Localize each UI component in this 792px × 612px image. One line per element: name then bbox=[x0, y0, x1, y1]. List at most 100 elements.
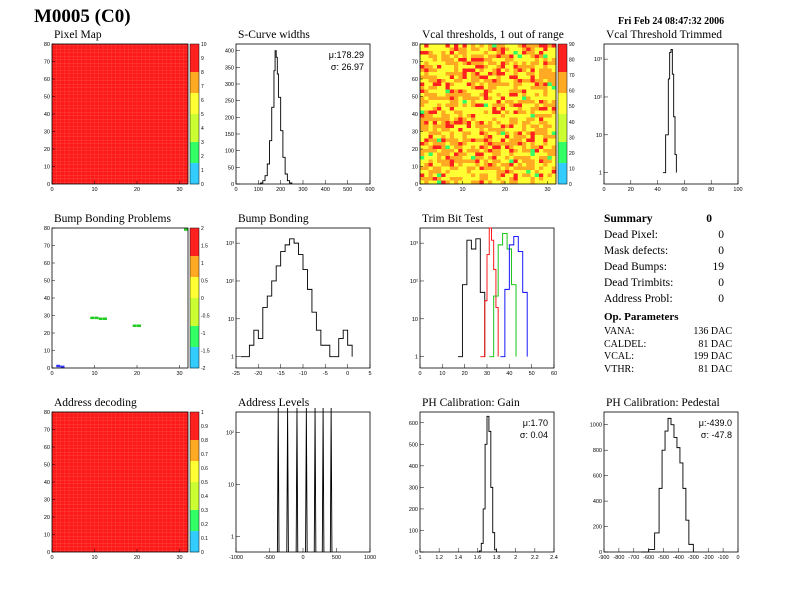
heatmap-cell bbox=[458, 110, 463, 115]
heatmap-cell bbox=[424, 65, 429, 69]
heatmap-cell bbox=[441, 180, 446, 185]
y-tick-label: 200 bbox=[593, 525, 602, 531]
colorbar-segment bbox=[558, 44, 567, 52]
heatmap-cell bbox=[458, 121, 463, 125]
heatmap-cell bbox=[534, 44, 540, 48]
heatmap-cell bbox=[424, 100, 429, 104]
y-tick-label: 50 bbox=[44, 95, 50, 101]
y-tick-label: 20 bbox=[44, 331, 50, 337]
heatmap-cell bbox=[479, 54, 485, 59]
heatmap-cell bbox=[509, 166, 514, 171]
heatmap-cell bbox=[505, 121, 510, 125]
address-peak bbox=[295, 407, 299, 553]
heatmap-cell bbox=[479, 131, 485, 136]
heatmap-cell bbox=[458, 68, 463, 73]
heatmap-cell bbox=[526, 110, 531, 115]
heatmap-cell bbox=[496, 75, 502, 80]
colorbar-segment bbox=[190, 79, 199, 87]
heatmap-cell bbox=[547, 61, 553, 66]
op-param-value: 199 DAC bbox=[693, 351, 732, 362]
heatmap-cell bbox=[432, 110, 438, 115]
heatmap-cell bbox=[500, 117, 506, 122]
x-tick-label: 30 bbox=[484, 371, 490, 377]
heatmap-cell bbox=[449, 142, 455, 146]
heatmap-cell bbox=[488, 135, 493, 139]
heatmap-cell bbox=[428, 117, 434, 122]
heatmap-cell bbox=[534, 65, 540, 69]
heatmap-cell bbox=[458, 107, 463, 111]
heatmap-cell bbox=[449, 114, 455, 118]
heatmap-cell bbox=[488, 103, 493, 108]
heatmap-cell bbox=[534, 110, 540, 115]
heatmap-cell bbox=[543, 72, 548, 76]
plot-frame bbox=[603, 43, 739, 185]
heatmap-cell bbox=[479, 180, 485, 185]
heatmap-cell bbox=[449, 156, 455, 160]
y-tick-label: 10² bbox=[226, 431, 234, 437]
heatmap-cell bbox=[509, 110, 514, 115]
heatmap-cell bbox=[505, 163, 510, 167]
heatmap-cell bbox=[458, 100, 463, 104]
heatmap-cell bbox=[526, 145, 531, 150]
address-peak bbox=[286, 407, 289, 553]
x-tick-label: -600 bbox=[643, 555, 654, 561]
colorbar-tick-label: -1.5 bbox=[201, 349, 210, 355]
heatmap-cell bbox=[522, 89, 527, 94]
colorbar-segment bbox=[558, 121, 567, 129]
heatmap-cell bbox=[526, 72, 531, 76]
heatmap-cell bbox=[475, 68, 480, 73]
op-param-row: CALDEL: 81 DAC bbox=[604, 339, 744, 352]
heatmap-bg bbox=[52, 228, 188, 368]
heatmap-cell bbox=[428, 65, 434, 69]
heatmap-cell bbox=[458, 117, 463, 122]
heatmap-cell bbox=[534, 82, 540, 87]
heatmap-cell bbox=[522, 131, 527, 136]
heatmap-cell bbox=[509, 156, 514, 160]
op-param-label: VTHR: bbox=[604, 363, 634, 375]
heatmap-cell bbox=[517, 103, 523, 108]
heatmap-cell bbox=[449, 79, 455, 83]
heatmap-cell bbox=[492, 68, 497, 73]
heatmap-cell bbox=[424, 68, 429, 73]
heatmap-cell bbox=[428, 138, 434, 143]
heatmap-cell bbox=[492, 170, 497, 174]
heatmap-cell bbox=[441, 82, 446, 87]
heatmap-cell bbox=[496, 65, 502, 69]
heatmap-cell bbox=[428, 82, 434, 87]
heatmap-cell bbox=[424, 51, 429, 55]
summary-value: 19 bbox=[712, 261, 725, 273]
heatmap-cell bbox=[543, 142, 548, 146]
heatmap-cell bbox=[471, 152, 476, 157]
colorbar-segment bbox=[190, 319, 199, 327]
heatmap-cell bbox=[471, 159, 476, 164]
heatmap-cell bbox=[424, 152, 429, 157]
heatmap-cell bbox=[449, 124, 455, 129]
x-tick-label: 10 bbox=[91, 555, 97, 561]
colorbar-segment bbox=[190, 538, 199, 546]
heatmap-cell bbox=[475, 128, 480, 132]
heatmap-cell bbox=[522, 110, 527, 115]
heatmap-cell bbox=[471, 138, 476, 143]
heatmap-cell bbox=[522, 61, 527, 66]
heatmap-cell bbox=[466, 159, 472, 164]
heatmap-cell bbox=[526, 180, 531, 185]
x-tick-label: 20 bbox=[502, 187, 508, 193]
heatmap-cell bbox=[454, 138, 459, 143]
heatmap-cell bbox=[526, 82, 531, 87]
heatmap-cell bbox=[492, 180, 497, 185]
heatmap-cell bbox=[432, 82, 438, 87]
heatmap-cell bbox=[505, 114, 510, 118]
heatmap-cell bbox=[534, 163, 540, 167]
heatmap-cell bbox=[483, 177, 489, 181]
heatmap-cell bbox=[437, 89, 442, 94]
heatmap-cell bbox=[513, 131, 519, 136]
y-tick-label: 50 bbox=[412, 95, 418, 101]
heatmap-cell bbox=[458, 103, 463, 108]
heatmap-cell bbox=[505, 93, 510, 97]
heatmap-cell bbox=[428, 79, 434, 83]
heatmap-cell bbox=[534, 114, 540, 118]
op-params-title: Op. Parameters bbox=[604, 311, 679, 323]
heatmap-cell bbox=[513, 124, 519, 129]
heatmap-cell bbox=[534, 152, 540, 157]
colorbar-tick-label: -2 bbox=[201, 366, 206, 372]
